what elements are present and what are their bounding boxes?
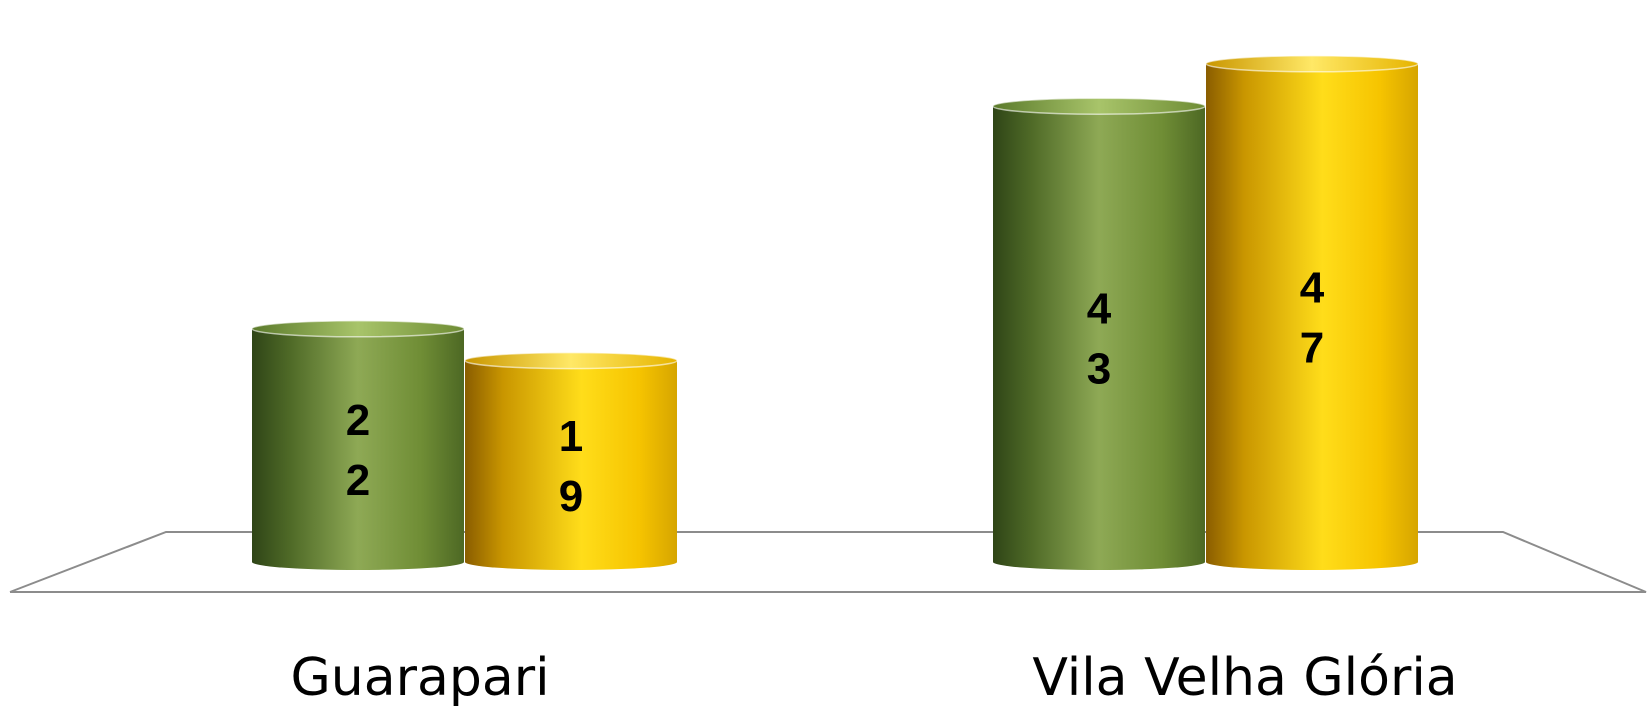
bar-value-label: 7: [1300, 324, 1324, 373]
bar-value-label: 9: [559, 472, 583, 521]
bar-guarapari-gold: 19: [464, 351, 678, 570]
bar-body: [465, 360, 677, 570]
category-label-guarapari: Guarapari: [290, 648, 549, 706]
category-label-vila-velha-gloria: Vila Velha Glória: [1032, 648, 1457, 706]
bar-body: [252, 328, 464, 570]
bar-top: [464, 351, 678, 370]
bar-top: [251, 320, 465, 338]
bar-vila-velha-gloria-green: 43: [992, 97, 1206, 570]
bar-value-label: 3: [1087, 345, 1111, 394]
bar-value-label: 4: [1300, 264, 1325, 313]
bar-value-label: 2: [346, 396, 370, 445]
bar-value-label: 4: [1087, 285, 1112, 334]
bar-value-label: 1: [559, 412, 583, 461]
floor-plane: [9, 531, 1647, 593]
bar-body: [1206, 63, 1418, 571]
bar-body: [993, 106, 1205, 570]
bar-top: [992, 97, 1206, 115]
bar-guarapari-green: 22: [251, 320, 465, 570]
bar-top: [1205, 55, 1419, 73]
bar-value-label: 2: [346, 456, 370, 505]
bar-vila-velha-gloria-gold: 47: [1205, 55, 1419, 571]
